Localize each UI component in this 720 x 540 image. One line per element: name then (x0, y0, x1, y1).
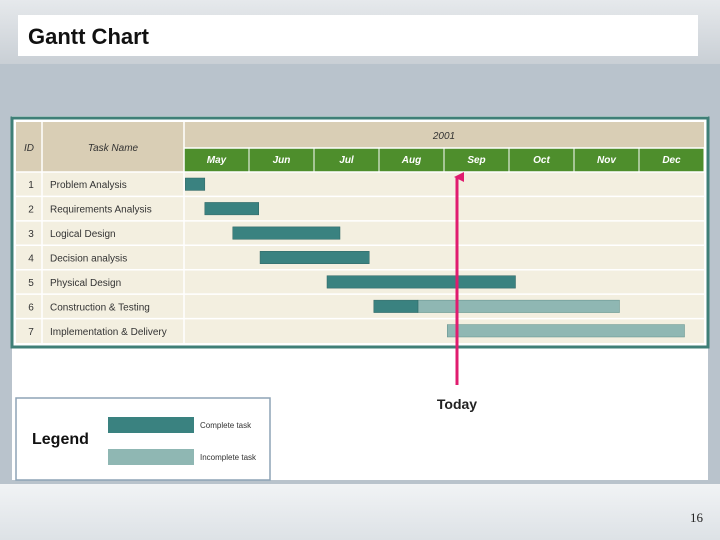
task-name: Problem Analysis (50, 180, 127, 191)
page-number: 16 (690, 510, 703, 525)
task-id: 6 (28, 302, 34, 313)
incomplete-bar (417, 299, 620, 313)
task-id: 7 (28, 327, 34, 338)
month-label: Jun (273, 155, 291, 166)
task-name: Implementation & Delivery (50, 327, 167, 338)
complete-bar (259, 251, 370, 264)
slide-footer-band (0, 484, 720, 540)
month-label: Dec (662, 155, 681, 166)
legend-complete-label: Complete task (200, 421, 252, 430)
complete-bar (232, 226, 341, 240)
legend: Legend Complete task Incomplete task (15, 397, 271, 481)
month-label: Sep (467, 155, 485, 166)
legend-incomplete-swatch (108, 449, 194, 465)
slide-header-band: Gantt Chart (0, 0, 720, 64)
slide-title: Gantt Chart (18, 15, 698, 56)
month-cell (508, 147, 575, 173)
incomplete-bar (447, 324, 685, 338)
task-name: Construction & Testing (50, 302, 150, 313)
month-cell (248, 147, 315, 173)
month-label: May (207, 155, 227, 166)
year-label: 2001 (432, 131, 455, 142)
task-name: Decision analysis (50, 254, 127, 265)
task-id: 1 (28, 180, 34, 191)
legend-title: Legend (32, 431, 89, 448)
gantt-table: ID Task Name 2001 May Jun Jul Aug Sep Oct Nov Dec 1… (10, 116, 710, 349)
column-header-task-name: Task Name (88, 143, 139, 154)
task-id: 4 (28, 254, 34, 265)
legend-incomplete-label: Incomplete task (200, 453, 257, 462)
task-id: 2 (28, 205, 34, 216)
month-label: Nov (597, 155, 617, 166)
month-label: Oct (533, 155, 550, 166)
task-id: 5 (28, 278, 34, 289)
complete-bar (204, 202, 260, 216)
complete-bar (373, 299, 419, 313)
legend-box (15, 397, 271, 481)
month-cell (378, 147, 445, 173)
complete-bar (326, 275, 516, 289)
month-label: Jul (339, 155, 354, 166)
complete-bar (185, 177, 206, 191)
today-label: Today (437, 396, 477, 412)
month-cell (638, 147, 705, 173)
task-id: 3 (28, 229, 34, 240)
task-name: Physical Design (50, 278, 121, 289)
today-marker: Today (437, 172, 477, 412)
task-name: Requirements Analysis (50, 205, 152, 216)
legend-complete-swatch (108, 417, 194, 433)
column-header-id: ID (24, 143, 34, 154)
task-name: Logical Design (50, 229, 116, 240)
gantt-bars (185, 177, 685, 338)
month-label: Aug (401, 155, 421, 166)
